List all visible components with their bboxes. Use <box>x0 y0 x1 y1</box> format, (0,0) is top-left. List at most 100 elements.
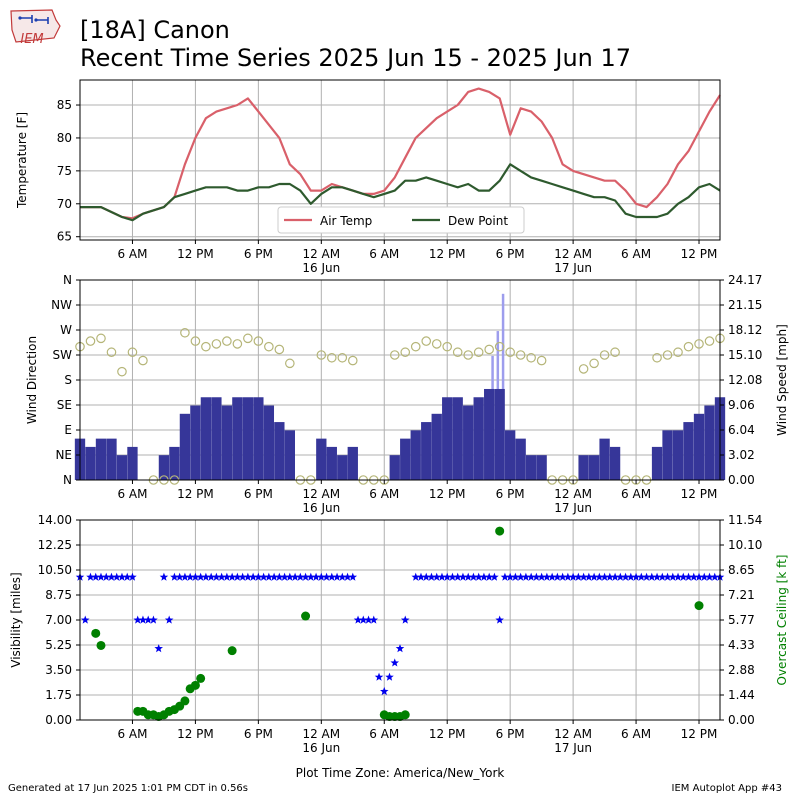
y-axis-label: Visibility [miles] <box>9 572 23 667</box>
y-tick-label: 10.50 <box>38 563 72 577</box>
visibility-star <box>359 615 368 624</box>
wind-speed-bar <box>158 455 170 480</box>
y-tick-label: S <box>64 373 72 387</box>
visibility-star <box>107 572 116 581</box>
y-right-tick-label: 15.10 <box>728 348 762 362</box>
wind-direction-marker <box>673 347 683 358</box>
x-tick-label: 6 PM <box>496 247 525 261</box>
visibility-star <box>663 572 672 581</box>
visibility-star <box>280 572 289 581</box>
visibility-star <box>432 572 441 581</box>
wind-direction-marker <box>138 355 148 366</box>
wind-speed-bar <box>662 430 673 480</box>
visibility-star <box>185 572 195 581</box>
visibility-star <box>647 572 657 581</box>
ceiling-dot <box>91 628 101 638</box>
visibility-star <box>427 572 436 581</box>
x-tick-sublabel: 16 Jun <box>302 501 340 515</box>
x-tick-label: 12 PM <box>681 727 718 741</box>
x-tick-label: 12 AM <box>302 727 340 741</box>
visibility-star <box>296 572 305 581</box>
wind-direction-marker <box>117 366 127 377</box>
visibility-star <box>505 572 515 581</box>
x-tick-label: 6 AM <box>117 487 147 501</box>
visibility-panel <box>75 519 725 724</box>
y-tick-label: 8.75 <box>45 588 72 602</box>
visibility-star <box>668 572 678 581</box>
visibility-star <box>175 572 184 581</box>
wind-direction-marker <box>211 339 222 349</box>
wind-speed-bar <box>578 455 589 480</box>
x-tick-sublabel: 17 Jun <box>554 501 592 515</box>
visibility-star <box>306 572 316 581</box>
y-right-tick-label: 18.12 <box>728 323 762 337</box>
wind-speed-bar <box>253 397 264 480</box>
visibility-star <box>511 572 520 581</box>
x-tick-label: 12 PM <box>429 247 466 261</box>
visibility-star <box>574 572 583 581</box>
visibility-star <box>558 572 567 581</box>
visibility-star <box>474 572 483 581</box>
visibility-star <box>191 572 200 581</box>
wind-speed-bar <box>651 446 663 480</box>
visibility-star <box>537 572 546 581</box>
wind-speed-bar <box>284 430 295 480</box>
visibility-star <box>437 572 447 581</box>
wind-direction-marker <box>421 336 432 346</box>
wind-speed-bar <box>316 438 327 480</box>
visibility-star <box>616 572 625 581</box>
wind-direction-marker <box>473 347 484 358</box>
visibility-star <box>442 572 452 581</box>
wind-speed-bar <box>704 405 715 480</box>
y-tick-label: 75 <box>57 164 72 178</box>
visibility-star <box>469 572 478 581</box>
x-tick-label: 12 AM <box>302 247 340 261</box>
wind-speed-bar <box>515 438 526 480</box>
x-tick-label: 6 AM <box>117 727 147 741</box>
wind-direction-marker <box>285 358 295 369</box>
visibility-star <box>217 572 226 581</box>
visibility-star <box>579 572 588 581</box>
wind-speed-bar <box>599 438 610 480</box>
wind-direction-marker <box>347 355 358 366</box>
visibility-star <box>631 572 641 581</box>
wind-direction-marker <box>683 341 694 352</box>
temperature-panel <box>76 79 721 244</box>
legend-air-temp-label: Air Temp <box>320 214 372 228</box>
x-tick-sublabel: 17 Jun <box>554 741 592 755</box>
y-right-tick-label: 4.33 <box>728 638 755 652</box>
wind-direction-marker <box>662 350 673 360</box>
y-right-tick-label: 21.15 <box>728 298 762 312</box>
y-right-tick-label: 10.10 <box>728 538 762 552</box>
wind-speed-bar <box>473 397 484 480</box>
wind-speed-bar <box>326 446 337 480</box>
app-label: IEM Autoplot App #43 <box>671 783 782 794</box>
visibility-star <box>521 572 531 581</box>
ceiling-dot <box>180 696 190 706</box>
visibility-star <box>327 572 337 581</box>
wind-speed-bar <box>347 446 358 480</box>
wind-direction-marker <box>536 355 547 366</box>
visibility-star <box>275 572 284 581</box>
visibility-star <box>353 615 363 624</box>
x-tick-label: 12 PM <box>429 727 466 741</box>
wind-direction-marker <box>452 347 463 358</box>
visibility-star <box>343 572 352 581</box>
visibility-star <box>212 572 221 581</box>
wind-speed-bar <box>400 438 411 480</box>
visibility-star <box>201 572 211 581</box>
visibility-star <box>626 572 636 581</box>
visibility-star <box>285 572 295 581</box>
x-tick-sublabel: 16 Jun <box>302 261 340 275</box>
visibility-star <box>91 572 101 581</box>
visibility-star <box>526 572 536 581</box>
visibility-star <box>311 572 321 581</box>
wind-speed-bar <box>452 397 463 480</box>
visibility-star <box>684 572 693 581</box>
wind-direction-marker <box>253 336 264 346</box>
visibility-star <box>159 572 169 581</box>
wind-speed-bar <box>169 446 180 480</box>
y-right-tick-label: 1.44 <box>728 688 755 702</box>
visibility-star <box>86 572 95 581</box>
visibility-star <box>500 572 510 581</box>
